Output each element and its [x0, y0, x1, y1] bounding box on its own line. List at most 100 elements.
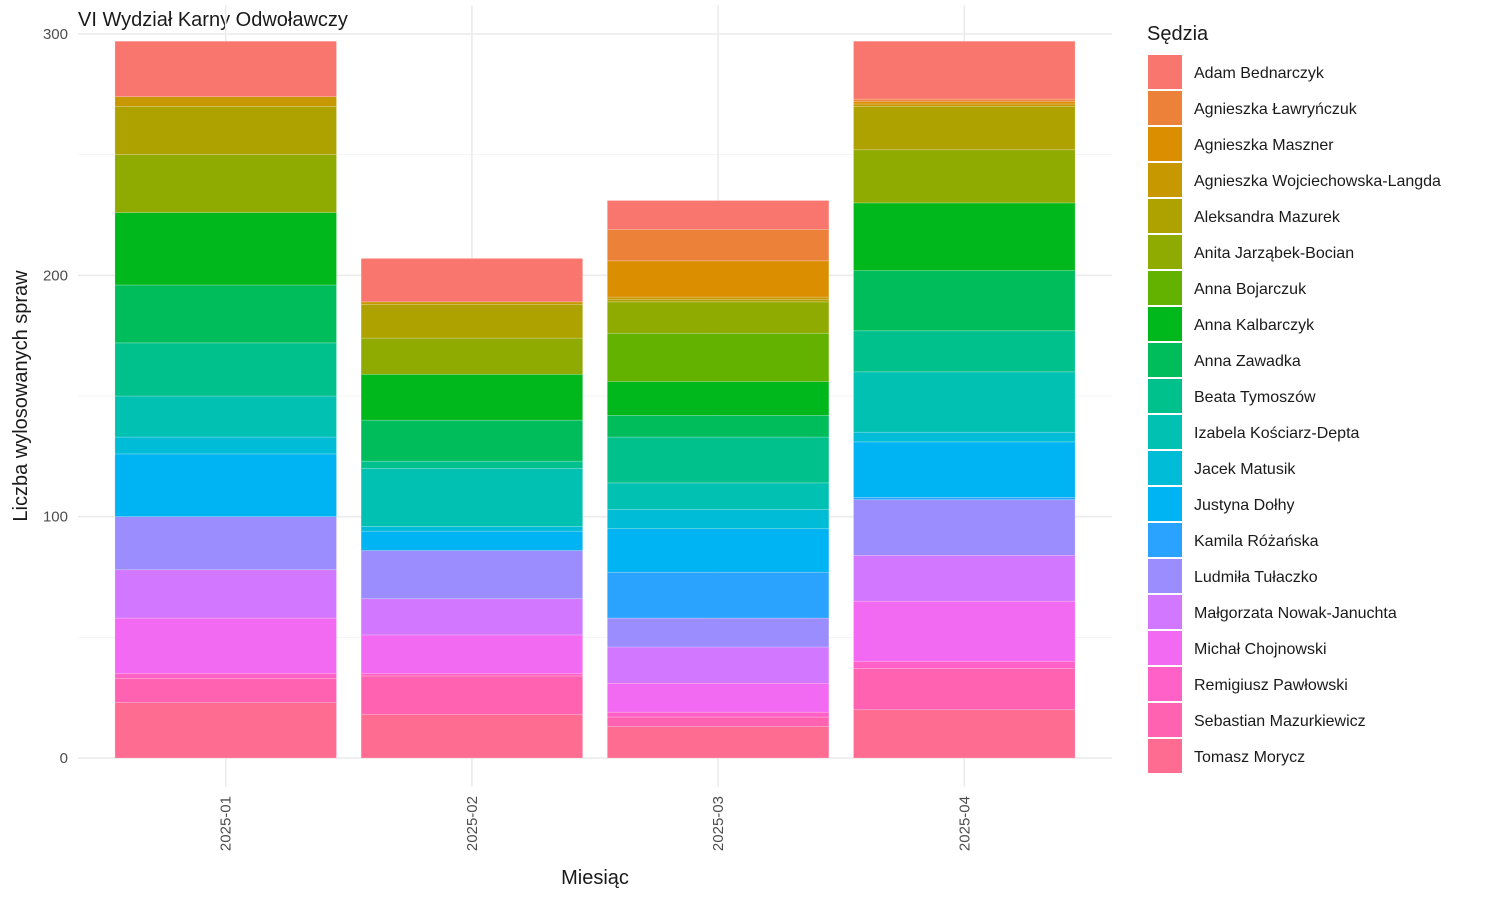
bar-segment — [114, 453, 337, 517]
x-tick-label: 2025-01 — [218, 796, 235, 851]
bar-segment — [853, 668, 1076, 711]
legend-key — [1148, 343, 1182, 377]
bar-segment — [853, 202, 1076, 271]
legend-label: Izabela Kościarz-Depta — [1194, 425, 1360, 442]
bar-segment — [114, 617, 337, 674]
bar-segment — [853, 40, 1076, 100]
legend-key — [1148, 631, 1182, 665]
bar-segment — [853, 371, 1076, 433]
legend-label: Jacek Matusik — [1194, 461, 1296, 478]
y-tick-label: 300 — [43, 26, 68, 43]
legend-label: Michał Chojnowski — [1194, 641, 1327, 658]
legend-label: Agnieszka Ławryńczuk — [1194, 101, 1358, 118]
bar-segment — [607, 301, 830, 334]
bar-segment — [114, 212, 337, 286]
bar-segment — [607, 332, 830, 382]
bar-segment — [853, 441, 1076, 498]
bar-segment — [853, 330, 1076, 373]
legend-key — [1148, 703, 1182, 737]
legend-label: Ludmiła Tułaczko — [1194, 569, 1318, 586]
legend-label: Anna Zawadka — [1194, 353, 1301, 370]
legend-label: Anita Jarząbek-Bocian — [1194, 245, 1354, 262]
bar-segment — [607, 617, 830, 648]
bar-segment — [853, 497, 1076, 501]
y-tick-label: 200 — [43, 267, 68, 284]
legend-label: Adam Bednarczyk — [1194, 65, 1325, 82]
bar-segment — [607, 528, 830, 573]
legend-key — [1148, 379, 1182, 413]
bar-segment — [360, 419, 583, 462]
bar-segment — [853, 431, 1076, 443]
bar-segment — [360, 673, 583, 677]
legend-key — [1148, 667, 1182, 701]
bar-segment — [853, 101, 1076, 105]
bar-segment — [607, 229, 830, 262]
legend-label: Anna Kalbarczyk — [1194, 317, 1315, 334]
legend-key — [1148, 487, 1182, 521]
bar-segment — [607, 482, 830, 510]
bar-segment — [360, 301, 583, 305]
legend-label: Sebastian Mazurkiewicz — [1194, 713, 1366, 730]
bar-segment — [114, 154, 337, 213]
bar-segment — [114, 342, 337, 397]
bar-segment — [607, 436, 830, 484]
bar-segment — [853, 499, 1076, 556]
bar-segment — [607, 260, 830, 298]
bar-segment — [360, 530, 583, 551]
legend-key — [1148, 415, 1182, 449]
bar-segment — [360, 550, 583, 600]
legend-key — [1148, 271, 1182, 305]
chart-title: VI Wydział Karny Odwoławczy — [78, 9, 348, 31]
legend-label: Tomasz Morycz — [1194, 749, 1305, 766]
bar-segment — [114, 569, 337, 619]
bar-segment — [360, 303, 583, 339]
bar-segment — [607, 711, 830, 718]
legend-label: Beata Tymoszów — [1194, 389, 1316, 406]
bar-segment — [360, 460, 583, 469]
legend-key — [1148, 55, 1182, 89]
bar-segment — [607, 726, 830, 759]
legend-key — [1148, 307, 1182, 341]
bar-segment — [853, 103, 1076, 107]
bar-segment — [853, 106, 1076, 151]
bar-segment — [114, 436, 337, 455]
bar-segment — [114, 516, 337, 571]
bar-segment — [114, 40, 337, 98]
legend-label: Agnieszka Wojciechowska-Langda — [1194, 173, 1441, 190]
legend-label: Kamila Różańska — [1194, 533, 1319, 550]
legend-label: Agnieszka Maszner — [1194, 137, 1334, 154]
legend-title: Sędzia — [1147, 23, 1209, 45]
x-axis-title: Miesiąc — [561, 867, 629, 889]
x-tick-label: 2025-03 — [710, 796, 727, 851]
legend-label: Justyna Dołhy — [1194, 497, 1295, 514]
bar-segment — [360, 373, 583, 421]
bar-segment — [607, 415, 830, 438]
legend-key — [1148, 451, 1182, 485]
bar-segment — [853, 709, 1076, 759]
legend-label: Remigiusz Pawłowski — [1194, 677, 1348, 694]
bar-segment — [853, 98, 1076, 102]
legend-key — [1148, 595, 1182, 629]
bar-segment — [607, 571, 830, 619]
bar-segment — [360, 675, 583, 715]
bar-segment — [853, 554, 1076, 602]
bar-segment — [853, 600, 1076, 662]
bar-segment — [360, 634, 583, 674]
legend-label: Anna Bojarczuk — [1194, 281, 1307, 298]
legend-key — [1148, 163, 1182, 197]
bar-segment — [360, 468, 583, 527]
bar-segment — [607, 200, 830, 230]
bar-segment — [607, 646, 830, 684]
bar-segment — [360, 337, 583, 375]
bar-segment — [607, 682, 830, 713]
legend-key — [1148, 199, 1182, 233]
legend-key — [1148, 739, 1182, 773]
legend-key — [1148, 91, 1182, 125]
legend-key — [1148, 559, 1182, 593]
bar-segment — [607, 381, 830, 416]
bars — [114, 40, 1076, 759]
bar-segment — [607, 299, 830, 303]
x-tick-label: 2025-02 — [464, 796, 481, 851]
legend-label: Aleksandra Mazurek — [1194, 209, 1341, 226]
